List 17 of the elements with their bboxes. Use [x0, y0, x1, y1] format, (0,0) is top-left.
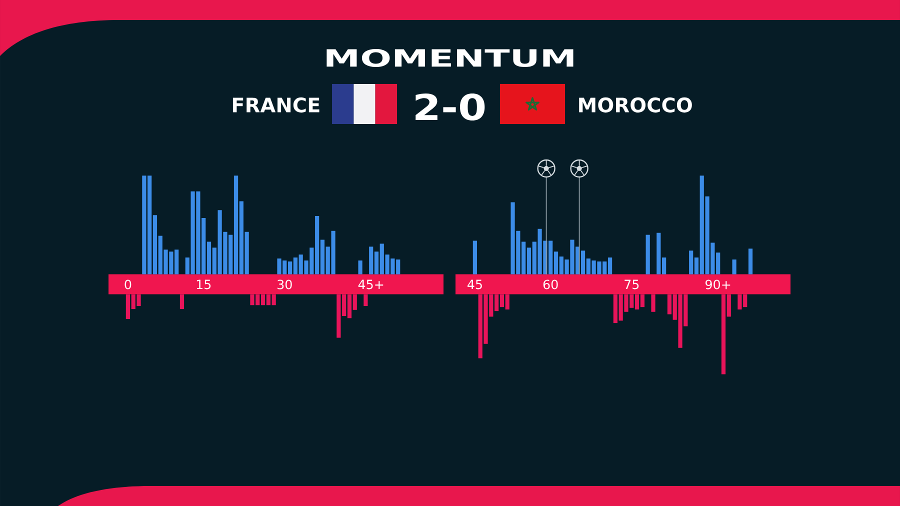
bar — [358, 260, 362, 274]
text: 2-0 — [416, 93, 485, 121]
text: FRANCE — [232, 97, 320, 113]
text: MOMENTUM — [326, 48, 574, 68]
bar — [732, 259, 736, 274]
x-tick-label: 45+ — [358, 280, 384, 290]
bar — [748, 248, 753, 274]
bar — [646, 234, 650, 274]
text: MOROCCO — [579, 97, 692, 113]
x-tick-label: 0 — [124, 280, 132, 290]
x-tick-label: 30 — [278, 280, 292, 290]
x-tick-label: 60 — [543, 280, 558, 290]
x-tick-label: 45 — [468, 280, 482, 290]
x-tick-label: 15 — [196, 280, 211, 290]
x-tick-label: 90+ — [706, 280, 730, 290]
x-tick-label: 75 — [624, 280, 639, 290]
bar — [472, 240, 478, 274]
